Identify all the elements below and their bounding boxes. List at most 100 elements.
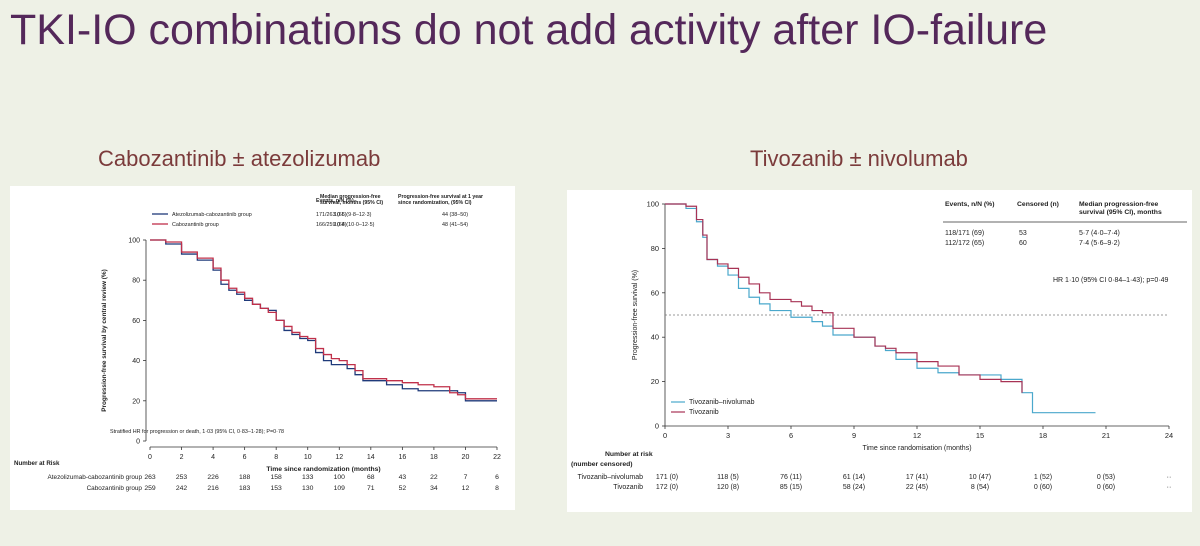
left-risk-value: 71: [367, 485, 375, 492]
right-y-tick-label: 80: [651, 244, 659, 253]
left-risk-value: 43: [399, 474, 407, 481]
left-table-events: 166/259 (64): [316, 222, 347, 228]
left-risk-value: 263: [144, 474, 156, 481]
left-x-tick-label: 6: [243, 454, 247, 461]
left-header-oneyear: Progression-free survival at 1 year since…: [398, 194, 483, 206]
left-table-median: 10·8 (10·0–12·5): [334, 222, 375, 228]
left-risk-value: 130: [302, 485, 314, 492]
right-y-tick-label: 0: [655, 422, 659, 431]
left-km-chart: Events, n/N (%) Atezolizumab-cabozantini…: [14, 194, 501, 492]
left-risk-value: 253: [176, 474, 188, 481]
right-risk-value: 61 (14): [843, 474, 865, 481]
right-risk-value: 171 (0): [656, 474, 678, 481]
left-at-risk-table: Atezolizumab-cabozantinib group 263 253 226…: [48, 474, 500, 492]
right-x-tick-label: 0: [663, 431, 667, 440]
right-plot-area: 0 20 40 60 80 100 0 3 6 9 12 15 18 21 24 Time since ran…: [632, 200, 1173, 453]
left-table-oneyear: 48 (41–54): [442, 222, 468, 228]
left-table-events: 171/263 (65): [316, 212, 347, 218]
left-risk-title: Number at Risk: [14, 460, 60, 467]
right-series-line: [665, 203, 1096, 414]
right-subtitle: Tivozanib ± nivolumab: [750, 146, 968, 171]
left-y-axis-label: Progression-free survival by central rev…: [101, 269, 108, 411]
left-risk-value: 52: [399, 485, 407, 492]
left-x-tick-label: 20: [462, 454, 470, 461]
right-risk-value: 58 (24): [843, 484, 865, 491]
left-chart-panel: Events, n/N (%) Atezolizumab-cabozantini…: [10, 186, 515, 510]
right-risk-value: 120 (8): [717, 484, 739, 491]
right-header-median: Median progression-free survival (95% CI)…: [1079, 201, 1162, 216]
right-km-chart: Events, n/N (%) Censored (n) Median progre…: [571, 200, 1187, 491]
left-header-events: Events, n/N (%): [316, 198, 354, 204]
left-legend: Atezolizumab-cabozantinib group 171/263 (…: [152, 212, 468, 228]
left-x-tick-label: 0: [148, 454, 152, 461]
right-risk-value: 10 (47): [969, 474, 991, 481]
left-y-tick-label: 20: [132, 398, 140, 405]
left-series-line: [150, 239, 497, 402]
right-y-axis-label: Progression-free survival (%): [632, 270, 639, 360]
right-header-censored: Censored (n): [1017, 201, 1059, 208]
left-x-tick-label: 14: [367, 454, 375, 461]
left-risk-value: 226: [207, 474, 219, 481]
right-x-tick-label: 15: [976, 431, 984, 440]
left-series-line: [150, 239, 497, 400]
right-risk-row-label: Tivozanib: [613, 484, 643, 491]
left-risk-value: 153: [271, 485, 283, 492]
right-y-tick-label: 100: [647, 200, 659, 209]
right-risk-value: 1 (52): [1034, 474, 1052, 481]
right-y-tick-label: 60: [651, 288, 659, 297]
right-risk-value: 22 (45): [906, 484, 928, 491]
left-risk-value: 216: [207, 485, 219, 492]
left-x-tick-label: 10: [304, 454, 312, 461]
left-risk-value: 259: [144, 485, 156, 492]
left-risk-value: 34: [430, 485, 438, 492]
left-x-tick-label: 22: [493, 454, 501, 461]
right-table-events: 112/172 (65): [945, 240, 984, 247]
left-y-tick-label: 80: [132, 278, 140, 285]
left-table-oneyear: 44 (38–50): [442, 212, 468, 218]
right-risk-value: 17 (41): [906, 474, 928, 481]
right-risk-value: 172 (0): [656, 484, 678, 491]
right-header-events: Events, n/N (%): [945, 201, 994, 208]
right-x-tick-label: 24: [1165, 431, 1173, 440]
left-risk-row-label: Atezolizumab-cabozantinib group: [48, 474, 143, 481]
right-table-median: 7·4 (5·6–9·2): [1079, 240, 1120, 247]
left-risk-value: 158: [271, 474, 283, 481]
left-risk-value: 109: [334, 485, 346, 492]
right-at-risk-table: Tivozanib–nivolumab 171 (0) 118 (5) 76 (11)…: [578, 474, 1172, 491]
left-x-tick-label: 8: [274, 454, 278, 461]
right-table-censored: 53: [1019, 230, 1027, 237]
right-risk-value: 0 (60): [1034, 484, 1052, 491]
right-risk-value: 8 (54): [971, 484, 989, 491]
left-risk-value: 188: [239, 474, 251, 481]
right-risk-row-label: Tivozanib–nivolumab: [578, 474, 644, 481]
right-risk-value: 0 (60): [1097, 484, 1115, 491]
left-risk-value: 133: [302, 474, 314, 481]
left-x-tick-label: 16: [398, 454, 406, 461]
left-y-tick-label: 40: [132, 358, 140, 365]
right-risk-value: 85 (15): [780, 484, 802, 491]
right-x-tick-label: 21: [1102, 431, 1110, 440]
right-x-tick-label: 12: [913, 431, 921, 440]
right-table-events: 118/171 (69): [945, 230, 984, 237]
left-x-tick-label: 2: [180, 454, 184, 461]
left-x-tick-label: 4: [211, 454, 215, 461]
right-table-censored: 60: [1019, 240, 1027, 247]
left-risk-value: 8: [495, 485, 499, 492]
right-legend-label: Tivozanib: [689, 409, 719, 416]
left-header-median: Median progression-free survival, months …: [320, 194, 383, 206]
left-y-tick-label: 100: [128, 238, 140, 245]
left-x-axis-label: Time since randomization (months): [266, 466, 380, 473]
left-risk-value: 7: [464, 474, 468, 481]
left-legend-label: Cabozantinib group: [172, 222, 219, 228]
right-x-tick-label: 18: [1039, 431, 1047, 440]
right-x-tick-label: 9: [852, 431, 856, 440]
right-chart-panel: Events, n/N (%) Censored (n) Median progre…: [567, 190, 1192, 512]
left-stat-text: Stratified HR for progression or death, …: [110, 429, 284, 435]
right-risk-title: Number at risk: [605, 451, 653, 458]
right-risk-value: ··: [1167, 474, 1172, 481]
right-hr-text: HR 1·10 (95% CI 0·84–1·43); p=0·49: [1053, 277, 1168, 284]
left-risk-value: 100: [334, 474, 346, 481]
right-risk-value: 118 (5): [717, 474, 739, 481]
left-risk-value: 183: [239, 485, 251, 492]
right-legend: Tivozanib–nivolumab Tivozanib: [671, 399, 755, 416]
